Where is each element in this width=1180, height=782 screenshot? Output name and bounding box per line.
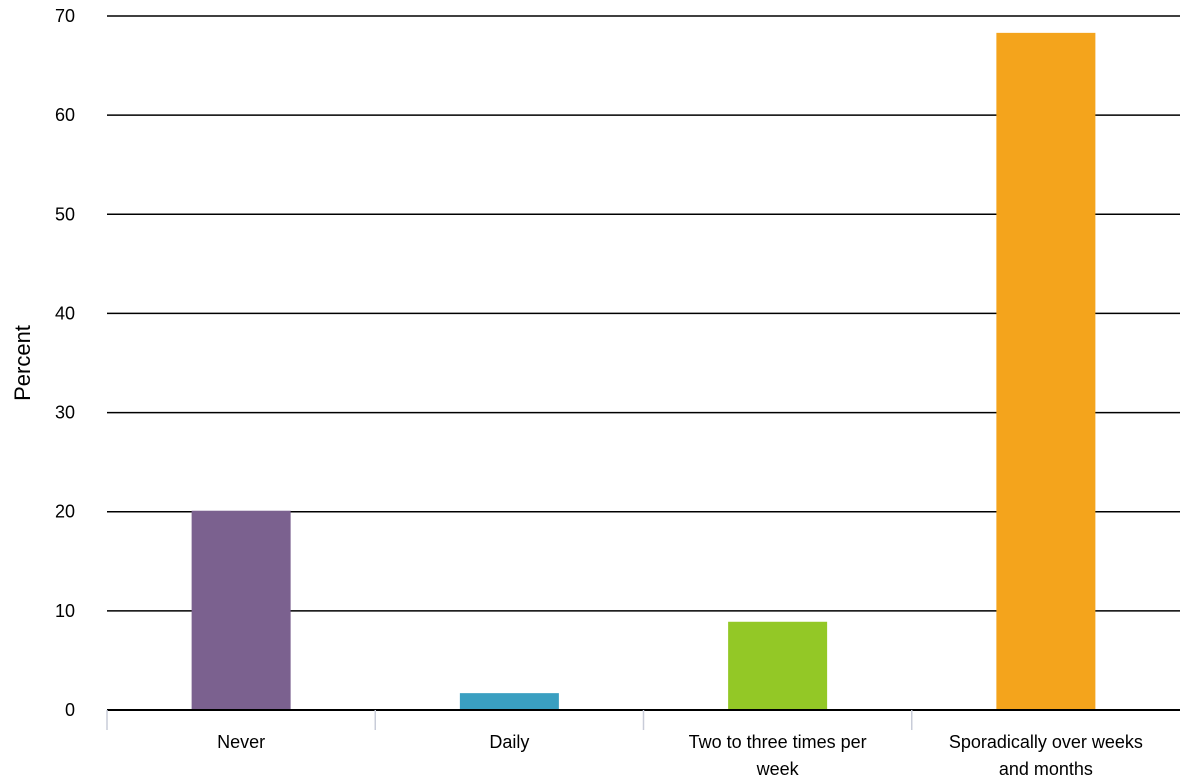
y-axis-title: Percent bbox=[10, 325, 35, 401]
y-tick-label: 60 bbox=[55, 105, 75, 125]
x-axis bbox=[106, 709, 1180, 730]
bar bbox=[459, 693, 559, 710]
x-axis-tick-labels: Never Daily Two to three times per week Spor… bbox=[217, 732, 1143, 779]
bar bbox=[191, 510, 291, 710]
y-tick-label: 10 bbox=[55, 601, 75, 621]
x-tick-label: Never bbox=[217, 732, 265, 752]
bars bbox=[191, 32, 1096, 710]
y-axis-tick-labels: 0 10 20 30 40 50 60 70 bbox=[55, 6, 75, 720]
y-tick-label: 50 bbox=[55, 204, 75, 224]
y-tick-label: 40 bbox=[55, 303, 75, 323]
y-tick-label: 0 bbox=[65, 700, 75, 720]
y-tick-label: 20 bbox=[55, 502, 75, 522]
y-tick-label: 30 bbox=[55, 403, 75, 423]
x-tick-label: Sporadically over weeks and months bbox=[949, 732, 1143, 779]
y-tick-label: 70 bbox=[55, 6, 75, 26]
x-tick-label: Daily bbox=[489, 732, 529, 752]
bar bbox=[728, 621, 828, 710]
x-tick-label: Two to three times per week bbox=[689, 732, 867, 779]
bar bbox=[996, 32, 1096, 710]
